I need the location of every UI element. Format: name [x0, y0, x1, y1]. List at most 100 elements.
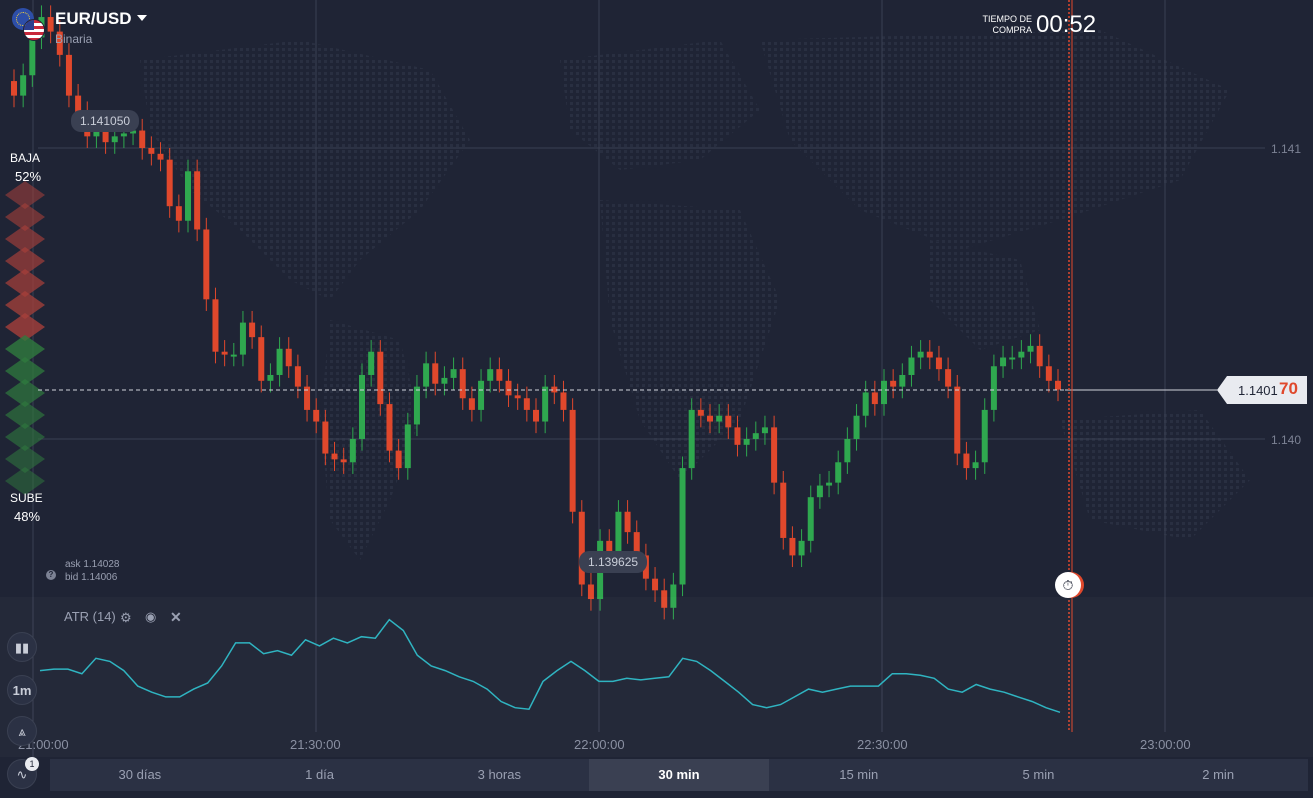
purchase-time-label-line2: COMPRA — [992, 25, 1032, 35]
candle-up — [120, 133, 127, 137]
world-map-background — [140, 30, 1250, 560]
candle-up — [798, 540, 805, 556]
sentiment-up-segment — [5, 357, 45, 385]
expiry-line — [1068, 0, 1073, 732]
candle-up — [807, 497, 814, 541]
close-icon[interactable]: ✕ — [170, 609, 182, 625]
candle-down — [395, 450, 402, 469]
candle-down — [258, 337, 265, 381]
sentiment-up-segment — [5, 379, 45, 407]
candle-down — [432, 363, 439, 384]
candle-down — [377, 351, 384, 405]
timeframe-3h[interactable]: 3 horas — [477, 767, 521, 782]
atr-layer — [39, 618, 1061, 714]
candle-up — [185, 171, 191, 221]
candle-up — [93, 130, 100, 137]
candle-down — [652, 578, 659, 591]
candle-down — [331, 453, 338, 460]
candle-down — [175, 206, 182, 221]
candle-up — [1018, 351, 1025, 358]
candles-layer — [11, 5, 1061, 620]
candle-down — [514, 395, 521, 399]
stopwatch-icon[interactable]: ⏱ — [1055, 572, 1081, 598]
candle-down — [578, 511, 585, 585]
asset-type: Binaria — [55, 32, 93, 46]
candle-up — [349, 439, 356, 463]
candle-up — [972, 462, 979, 469]
candle-up — [542, 386, 549, 422]
candle-down — [871, 392, 878, 405]
candle-up — [679, 468, 686, 585]
down-sentiment-label: BAJA — [10, 151, 41, 165]
candle-up — [1009, 357, 1016, 360]
current-price-tail: 70 — [1279, 379, 1298, 398]
candle-down — [533, 409, 539, 422]
candle-timeframe-button[interactable]: 1m — [7, 675, 37, 705]
candle-up — [881, 380, 887, 405]
candle-up — [368, 351, 375, 375]
candle-up — [981, 409, 988, 463]
timeframe-30d[interactable]: 30 días — [118, 767, 162, 782]
chevron-down-icon[interactable] — [137, 15, 147, 21]
candle-down — [569, 409, 576, 512]
candle-down — [963, 453, 970, 469]
candle-up — [487, 369, 494, 381]
x-axis-tick: 21:30:00 — [290, 737, 341, 752]
sentiment-up-segment — [5, 335, 45, 363]
candle-up — [1000, 357, 1007, 367]
candle-up — [423, 363, 430, 387]
candle-up — [670, 584, 677, 608]
candle-up — [413, 386, 420, 425]
candle-down — [157, 153, 164, 160]
timeframe-30min[interactable]: 30 min — [589, 759, 769, 791]
us-flag-icon — [23, 19, 45, 41]
candle-down — [734, 427, 741, 445]
candle-up — [826, 482, 833, 486]
candle-up — [478, 380, 485, 410]
timeframe-15min[interactable]: 15 min — [839, 767, 879, 782]
candle-down — [587, 584, 594, 600]
candle-up — [743, 439, 750, 445]
candle-up — [20, 75, 27, 96]
up-sentiment-percent: 48% — [14, 509, 41, 524]
candle-down — [304, 386, 311, 410]
candle-up — [862, 392, 869, 416]
candle-down — [890, 380, 897, 387]
candle-up — [450, 369, 457, 378]
x-axis-tick: 23:00:00 — [1140, 737, 1191, 752]
candle-up — [239, 322, 246, 355]
candle-up — [276, 348, 283, 375]
indicator-label: ATR (14) — [64, 609, 116, 624]
candle-up — [267, 374, 274, 381]
candle-up — [853, 415, 860, 439]
candle-down — [926, 351, 933, 358]
sentiment-down-segment — [5, 181, 45, 209]
eye-icon[interactable]: ◉ — [145, 609, 157, 624]
compass-icon: ⩓ — [18, 724, 26, 739]
candle-up — [111, 136, 118, 143]
drawing-tools-button[interactable]: ⩓ — [7, 716, 37, 746]
candle-down — [166, 159, 173, 207]
candle-down — [771, 427, 778, 483]
x-axis-tick: 22:30:00 — [857, 737, 908, 752]
gear-icon[interactable]: ⚙ — [120, 610, 132, 625]
candle-down — [624, 511, 631, 533]
y-axis-tick: 1.141 — [1271, 142, 1302, 156]
candle-up — [844, 439, 851, 463]
candle-down — [285, 348, 292, 367]
candle-down — [65, 54, 72, 96]
chart-type-button[interactable]: ▮▮ — [7, 632, 37, 662]
candle-down — [945, 369, 952, 387]
candle-up — [816, 485, 823, 498]
help-icon[interactable]: ? — [46, 570, 56, 580]
candle-up — [835, 462, 842, 483]
candle-up — [917, 351, 924, 358]
timeframe-1d[interactable]: 1 día — [305, 767, 335, 782]
sentiment-bar — [5, 181, 45, 495]
timeframe-2min[interactable]: 2 min — [1202, 767, 1235, 782]
asset-name[interactable]: EUR/USD — [55, 9, 132, 28]
timeframe-5min[interactable]: 5 min — [1022, 767, 1055, 782]
candle-down — [780, 482, 787, 538]
